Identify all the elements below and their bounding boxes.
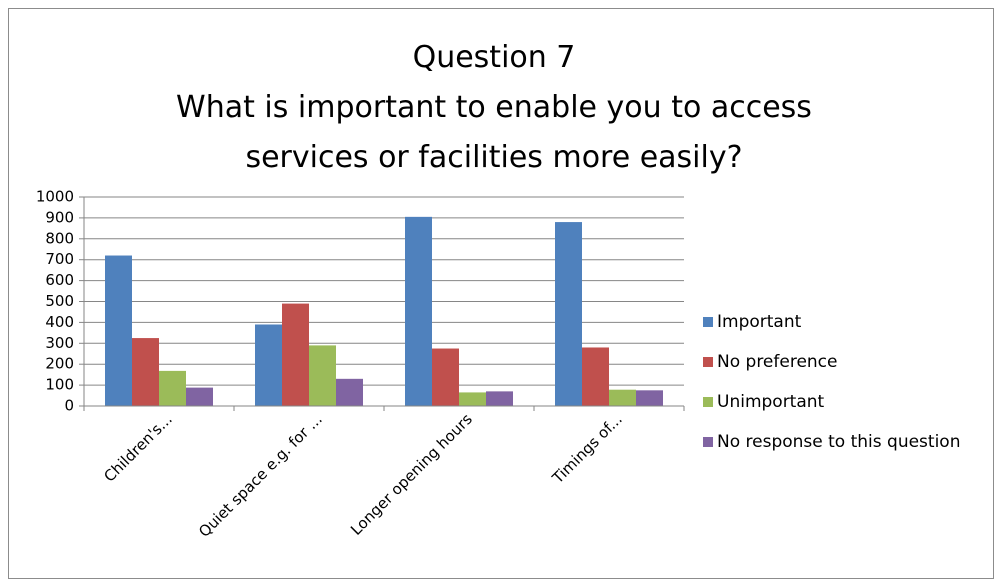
title-line-2: What is important to enable you to acces…: [176, 90, 812, 125]
x-category-label: Longer opening hours: [347, 410, 476, 539]
x-category-label: Children's...: [100, 410, 175, 485]
axes: [83, 197, 685, 411]
legend: Important No preference Unimportant No resp…: [703, 312, 960, 452]
bar-unimportant-2: [459, 392, 486, 406]
bar-important-0: [105, 255, 132, 406]
bar-unimportant-3: [609, 389, 636, 406]
legend-swatch: [703, 437, 713, 447]
y-tick-label: 0: [64, 397, 74, 415]
chart-frame: Question 7 What is important to enable y…: [8, 8, 994, 579]
title-line-1: Question 7: [413, 40, 576, 75]
legend-swatch: [703, 397, 713, 407]
bar-no-preference-1: [282, 303, 309, 406]
bar-no-response-to-this-question-0: [186, 387, 213, 406]
y-tick-label: 900: [45, 208, 74, 226]
gridlines: [84, 196, 684, 386]
bar-important-2: [405, 216, 432, 406]
y-tick-label: 100: [45, 376, 74, 394]
bars: [105, 216, 663, 406]
y-tick-label: 500: [45, 292, 74, 310]
bar-no-response-to-this-question-3: [636, 390, 663, 406]
legend-swatch: [703, 357, 713, 367]
legend-label: Unimportant: [717, 392, 825, 412]
bar-no-response-to-this-question-1: [336, 378, 363, 406]
x-axis-labels: Children's... Quiet space e.g. for ... Lon…: [100, 410, 625, 541]
bar-chart: Question 7 What is important to enable y…: [36, 40, 961, 541]
chart-title: Question 7 What is important to enable y…: [176, 40, 812, 175]
y-tick-label: 400: [45, 313, 74, 331]
bar-unimportant-0: [159, 370, 186, 406]
bar-no-preference-2: [432, 348, 459, 406]
bar-unimportant-1: [309, 345, 336, 406]
y-tick-label: 800: [45, 229, 74, 247]
legend-swatch: [703, 317, 713, 327]
legend-label: No preference: [717, 352, 838, 372]
bar-important-3: [555, 222, 582, 406]
bar-no-response-to-this-question-2: [486, 391, 513, 406]
y-tick-label: 300: [45, 334, 74, 352]
x-category-label: Timings of...: [548, 410, 626, 488]
y-tick-label: 1000: [36, 188, 74, 206]
y-tick-label: 200: [45, 355, 74, 373]
y-axis-ticks: 0 100 200 300 400 500 600 700 800 900 1000: [36, 188, 84, 415]
legend-label: Important: [717, 312, 802, 332]
bar-important-1: [255, 324, 282, 406]
legend-label: No response to this question: [717, 432, 960, 452]
bar-no-preference-0: [132, 338, 159, 406]
x-category-label: Quiet space e.g. for ...: [195, 410, 326, 541]
y-tick-label: 700: [45, 250, 74, 268]
bar-no-preference-3: [582, 347, 609, 406]
y-tick-label: 600: [45, 271, 74, 289]
title-line-3: services or facilities more easily?: [245, 140, 742, 175]
